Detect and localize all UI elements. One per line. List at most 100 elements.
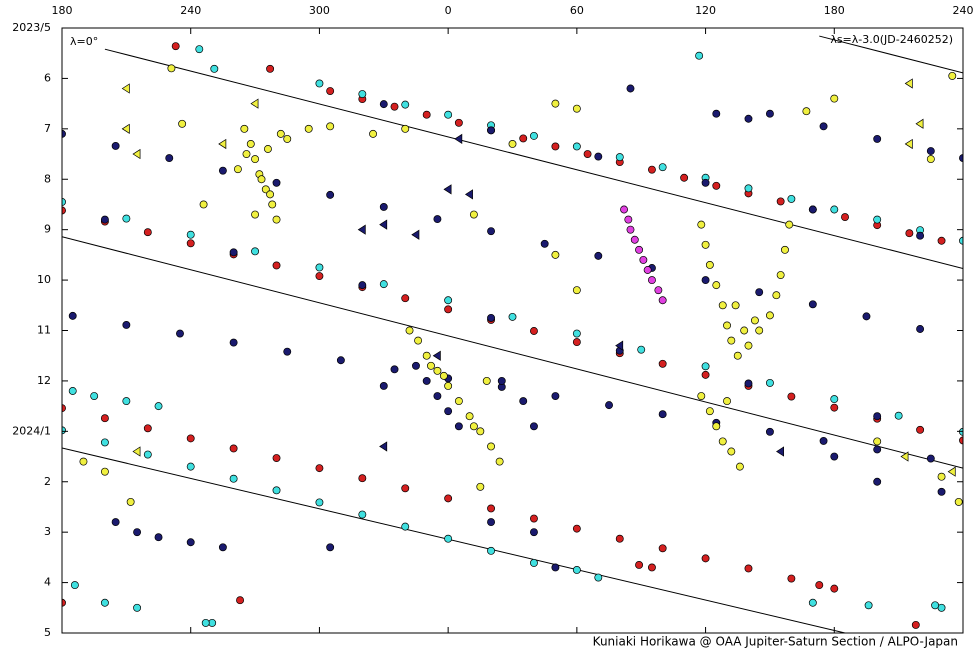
data-point — [911, 620, 920, 629]
data-point — [815, 581, 824, 590]
data-point — [635, 245, 644, 254]
x-tick-label: 180 — [52, 4, 73, 17]
data-point — [251, 155, 260, 164]
data-point — [401, 124, 410, 133]
data-point — [100, 467, 109, 476]
data-point — [680, 173, 689, 182]
data-point — [654, 286, 663, 295]
x-tick-label: 240 — [180, 4, 201, 17]
data-point — [572, 142, 581, 151]
data-point — [755, 326, 764, 335]
data-point — [620, 205, 629, 214]
data-point — [583, 150, 592, 158]
data-point — [401, 294, 410, 303]
data-point — [718, 301, 727, 310]
data-point — [594, 251, 603, 260]
data-point — [266, 190, 275, 199]
data-point — [186, 239, 195, 248]
data-point — [530, 558, 538, 567]
data-point — [830, 403, 839, 412]
y-tick-label: 12 — [37, 374, 51, 387]
data-point — [405, 326, 414, 335]
y-tick-label: 4 — [44, 576, 51, 589]
data-point — [744, 564, 753, 573]
data-point — [422, 376, 431, 385]
data-point — [487, 504, 495, 513]
data-point — [701, 370, 710, 379]
data-point — [519, 397, 528, 406]
data-point — [401, 100, 410, 109]
data-point — [167, 64, 176, 73]
data-point — [111, 518, 120, 527]
data-point — [551, 563, 560, 572]
data-point — [701, 362, 710, 371]
data-point — [937, 472, 946, 481]
data-point — [937, 487, 946, 496]
data-point — [615, 153, 624, 162]
reference-line — [62, 236, 963, 469]
y-tick-label: 10 — [37, 273, 51, 286]
data-point — [873, 445, 882, 454]
data-point — [830, 205, 839, 214]
x-tick-label: 240 — [953, 4, 974, 17]
annotation: λ=0° — [70, 35, 98, 48]
data-point — [508, 312, 517, 321]
data-point — [626, 225, 635, 234]
data-point — [122, 321, 131, 329]
credit: Kuniaki Horikawa @ OAA Jupiter-Saturn Se… — [593, 635, 958, 649]
data-point — [132, 148, 141, 160]
data-point — [165, 154, 174, 163]
data-point — [379, 219, 388, 230]
data-point — [551, 142, 560, 151]
data-point — [572, 286, 581, 295]
data-point — [765, 311, 774, 320]
data-point — [454, 133, 463, 145]
data-point — [454, 118, 463, 127]
data-point — [926, 454, 935, 463]
data-point — [744, 184, 753, 193]
data-point — [750, 316, 759, 325]
data-point — [519, 134, 528, 143]
data-point — [830, 94, 839, 103]
data-point — [915, 118, 924, 129]
data-point — [143, 228, 152, 237]
data-point — [133, 603, 142, 612]
data-point — [658, 296, 667, 305]
data-point — [444, 305, 453, 314]
data-point — [257, 175, 266, 184]
data-point — [229, 338, 238, 347]
data-point — [68, 387, 77, 395]
data-point — [444, 494, 453, 503]
data-point — [272, 261, 281, 270]
data-point — [357, 224, 366, 235]
data-point — [444, 110, 453, 119]
data-point — [733, 351, 742, 360]
data-point — [643, 266, 652, 274]
y-tick-label: 3 — [44, 525, 51, 538]
data-point — [776, 271, 785, 279]
data-point — [624, 215, 633, 224]
data-point — [261, 185, 270, 194]
data-point — [218, 166, 227, 175]
data-point — [916, 425, 925, 434]
data-point — [444, 407, 453, 416]
data-point — [635, 560, 644, 569]
data-point — [830, 452, 839, 461]
data-point — [594, 152, 603, 161]
data-point — [605, 401, 613, 410]
data-point — [358, 281, 367, 290]
data-point — [904, 138, 913, 150]
data-point — [195, 45, 204, 54]
data-point — [785, 220, 794, 229]
data-point — [819, 122, 828, 131]
data-point — [705, 407, 714, 416]
data-point — [900, 451, 909, 462]
data-point — [469, 422, 478, 431]
data-point — [272, 178, 281, 187]
data-point — [315, 464, 324, 473]
data-point — [830, 395, 839, 404]
data-point — [787, 574, 796, 583]
data-point — [229, 248, 238, 257]
data-point — [959, 436, 963, 445]
